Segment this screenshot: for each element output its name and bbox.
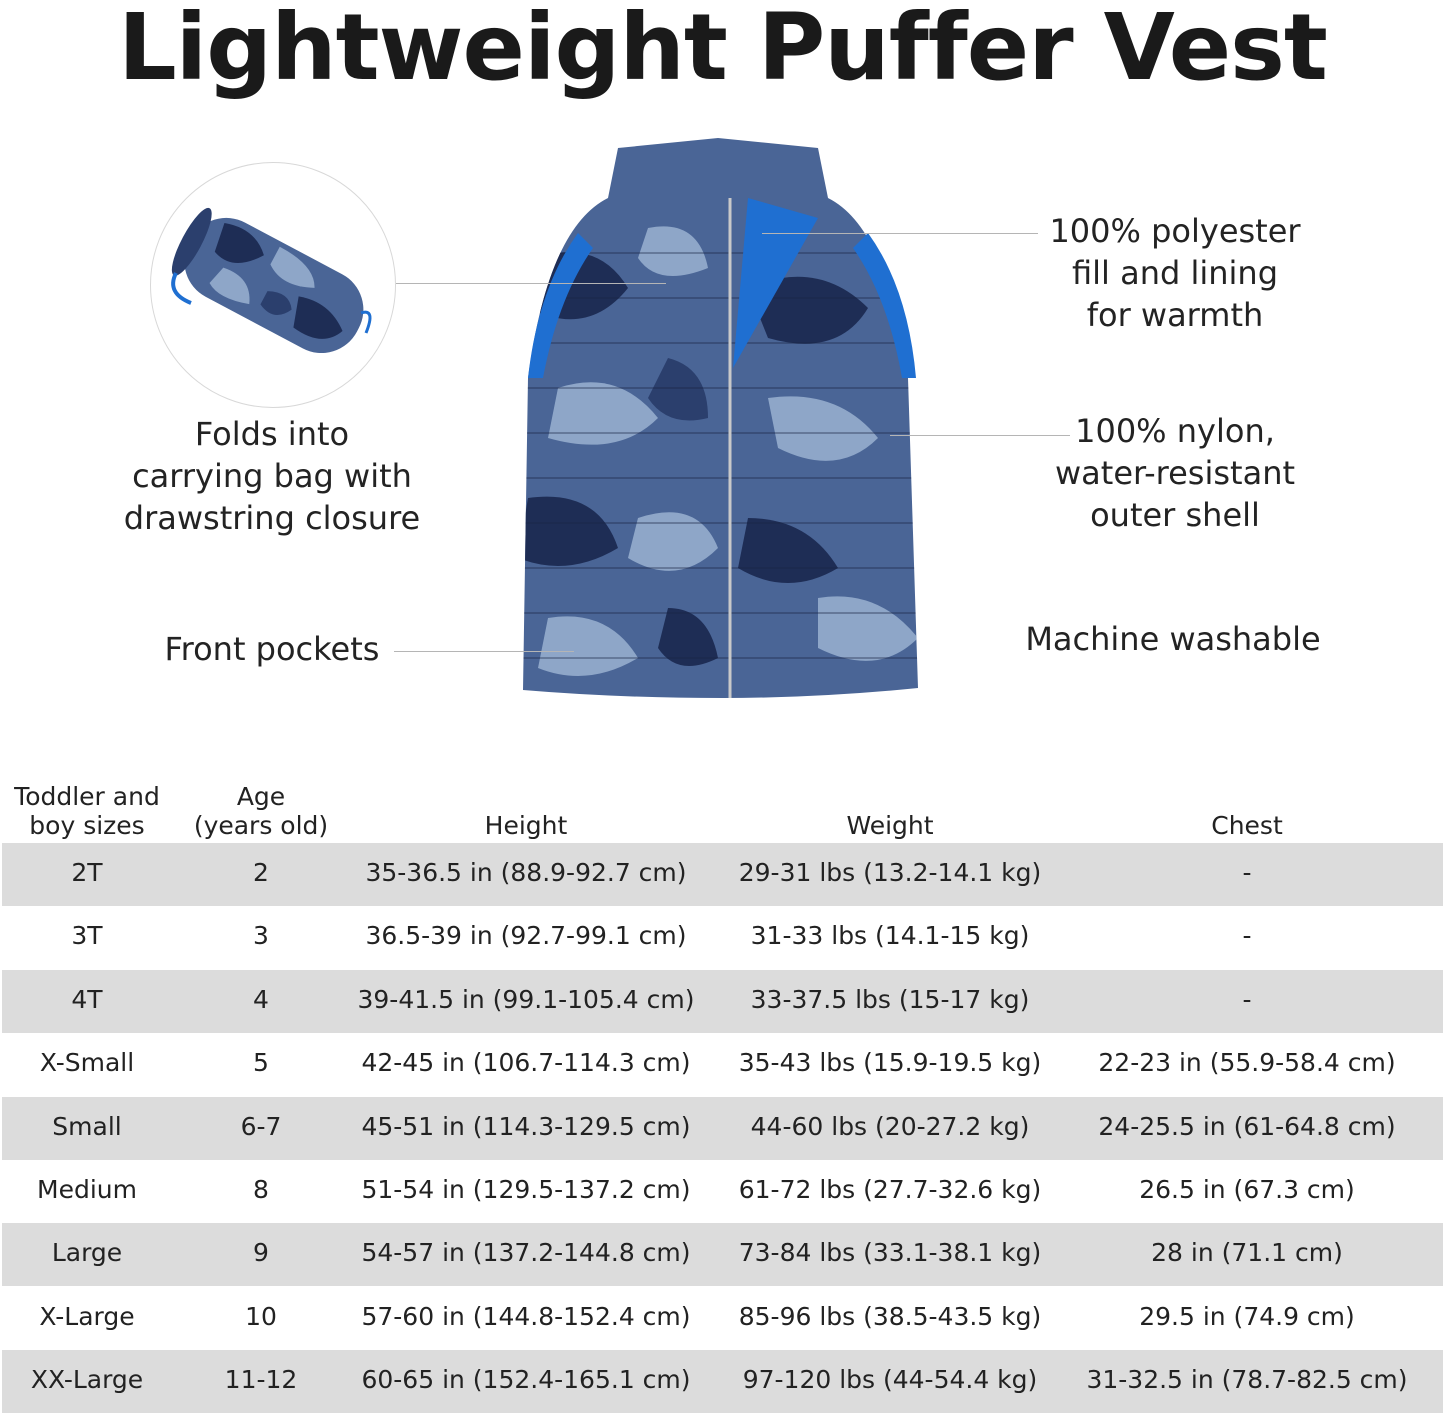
cell-weight: 85-96 lbs (38.5-43.5 kg) xyxy=(738,1301,1042,1331)
cell-age: 9 xyxy=(253,1238,269,1268)
callout-fill: 100% polyester fill and lining for warmt… xyxy=(1020,210,1330,336)
cell-weight: 97-120 lbs (44-54.4 kg) xyxy=(742,1365,1038,1395)
cell-height: 45-51 in (114.3-129.5 cm) xyxy=(361,1111,691,1141)
cell-chest: - xyxy=(1242,858,1252,887)
cell-size: XX-Large xyxy=(30,1365,144,1395)
callout-shell: 100% nylon, water-resistant outer shell xyxy=(1020,410,1330,536)
cell-age: 4 xyxy=(253,984,269,1014)
table-row: 2T 2 35-36.5 in (88.9-92.7 cm) 29-31 lbs (1… xyxy=(2,843,1443,906)
cell-weight: 33-37.5 lbs (15-17 kg) xyxy=(750,984,1030,1014)
cell-size: X-Small xyxy=(39,1048,135,1078)
cell-chest: 26.5 in (67.3 cm) xyxy=(1139,1175,1355,1204)
cell-weight: 61-72 lbs (27.7-32.6 kg) xyxy=(738,1175,1042,1204)
table-row: X-Small 5 42-45 in (106.7-114.3 cm) 35-43 l… xyxy=(2,1033,1443,1096)
cell-chest: - xyxy=(1242,984,1252,1014)
cell-height: 60-65 in (152.4-165.1 cm) xyxy=(361,1365,691,1395)
cell-height: 39-41.5 in (99.1-105.4 cm) xyxy=(357,984,695,1014)
callout-folds-line: carrying bag with xyxy=(132,457,412,495)
callout-washable: Machine washable xyxy=(1025,620,1321,658)
callout-folds-line: Folds into xyxy=(194,415,350,453)
table-row: Medium 8 51-54 in (129.5-137.2 cm) 61-72 lb… xyxy=(2,1160,1443,1223)
cell-chest: 22-23 in (55.9-58.4 cm) xyxy=(1098,1048,1396,1078)
header-weight: Weight xyxy=(846,811,933,840)
cell-weight: 29-31 lbs (13.2-14.1 kg) xyxy=(738,858,1042,887)
cell-size: Medium xyxy=(37,1175,137,1204)
header-size: Toddler and boy sizes xyxy=(14,782,160,840)
cell-age: 6-7 xyxy=(240,1111,282,1141)
cell-weight: 35-43 lbs (15.9-19.5 kg) xyxy=(738,1048,1042,1078)
cell-size: 3T xyxy=(71,921,103,951)
callout-shell-line: outer shell xyxy=(1090,496,1260,534)
cell-weight: 73-84 lbs (33.1-38.1 kg) xyxy=(738,1238,1042,1268)
header-text: Age xyxy=(236,782,286,811)
cell-chest: 31-32.5 in (78.7-82.5 cm) xyxy=(1086,1365,1408,1395)
cell-size: Small xyxy=(52,1111,122,1141)
page-title: Lightweight Puffer Vest xyxy=(118,0,1328,101)
callout-fill-line: 100% polyester xyxy=(1049,212,1301,250)
cell-size: 2T xyxy=(71,858,103,887)
header-text: Weight xyxy=(846,811,934,840)
cell-weight: 44-60 lbs (20-27.2 kg) xyxy=(750,1111,1030,1141)
table-row: X-Large 10 57-60 in (144.8-152.4 cm) 85-96 … xyxy=(2,1287,1443,1350)
header-text: Toddler and xyxy=(14,782,160,811)
cell-age: 11-12 xyxy=(224,1365,298,1395)
cell-age: 3 xyxy=(253,921,269,951)
cell-age: 2 xyxy=(253,858,269,887)
cell-size: X-Large xyxy=(39,1301,135,1331)
cell-size: 4T xyxy=(71,984,103,1014)
vest-image xyxy=(523,138,918,698)
header-height: Height xyxy=(485,811,568,840)
cell-chest: - xyxy=(1242,921,1252,951)
table-row: 3T 3 36.5-39 in (92.7-99.1 cm) 31-33 lbs (1… xyxy=(2,906,1443,969)
cell-height: 57-60 in (144.8-152.4 cm) xyxy=(361,1301,691,1331)
cell-age: 8 xyxy=(253,1175,269,1204)
header-text: boy sizes xyxy=(29,811,145,840)
cell-height: 51-54 in (129.5-137.2 cm) xyxy=(361,1175,691,1204)
cell-size: Large xyxy=(51,1238,123,1268)
carrying-bag-image xyxy=(150,162,396,408)
table-row: Small 6-7 45-51 in (114.3-129.5 cm) 44-60 l… xyxy=(2,1096,1443,1160)
callout-fill-line: for warmth xyxy=(1086,296,1264,334)
callout-folds-line: drawstring closure xyxy=(123,499,421,537)
cell-chest: 24-25.5 in (61-64.8 cm) xyxy=(1098,1111,1396,1141)
table-row: 4T 4 39-41.5 in (99.1-105.4 cm) 33-37.5 lbs… xyxy=(2,969,1443,1033)
table-row: Large 9 54-57 in (137.2-144.8 cm) 73-84 lbs… xyxy=(2,1223,1443,1287)
header-text: Height xyxy=(484,811,568,840)
table-row: XX-Large 11-12 60-65 in (152.4-165.1 cm) 97… xyxy=(2,1350,1443,1414)
header-age: Age (years old) xyxy=(194,782,328,840)
callout-pockets: Front pockets xyxy=(164,630,380,668)
callout-shell-line: water-resistant xyxy=(1054,454,1296,492)
cell-height: 42-45 in (106.7-114.3 cm) xyxy=(361,1048,691,1078)
callout-shell-line: 100% nylon, xyxy=(1075,412,1275,450)
callout-fill-line: fill and lining xyxy=(1071,254,1279,292)
cell-age: 5 xyxy=(253,1048,269,1078)
callout-folds: Folds into carrying bag with drawstring … xyxy=(100,413,444,539)
cell-height: 35-36.5 in (88.9-92.7 cm) xyxy=(365,858,687,887)
header-text: (years old) xyxy=(193,811,329,840)
cell-height: 36.5-39 in (92.7-99.1 cm) xyxy=(365,921,687,951)
header-text: Chest xyxy=(1211,811,1283,840)
cell-chest: 28 in (71.1 cm) xyxy=(1151,1238,1343,1268)
cell-weight: 31-33 lbs (14.1-15 kg) xyxy=(750,921,1030,951)
header-chest: Chest xyxy=(1211,811,1283,840)
cell-chest: 29.5 in (74.9 cm) xyxy=(1139,1301,1355,1331)
cell-height: 54-57 in (137.2-144.8 cm) xyxy=(361,1238,691,1268)
cell-age: 10 xyxy=(245,1301,277,1331)
